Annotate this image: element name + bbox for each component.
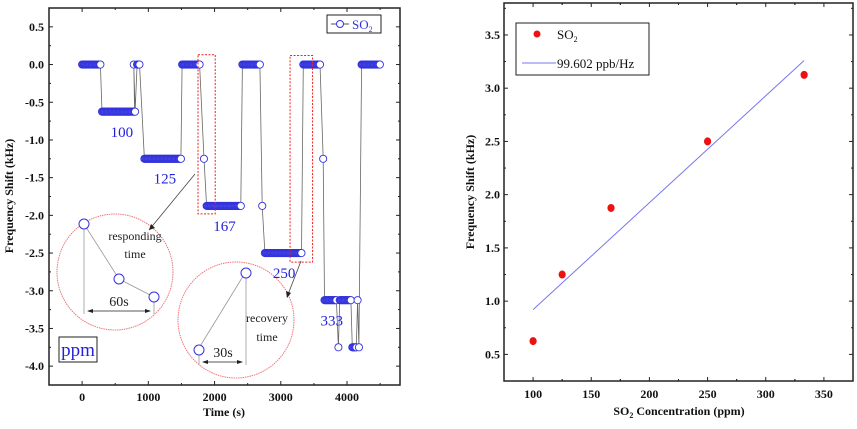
concentration-label: 250 [273,266,296,282]
right-legend-label-fit: 99.602 ppb/Hz [557,56,635,71]
data-point [199,154,209,163]
recovery-label-line2: time [256,330,277,344]
responding-label-line1: responding [108,229,161,243]
y-tick-label: 0.5 [29,20,44,34]
data-point [334,343,343,352]
x-tick-label: 350 [815,387,833,401]
left-legend-label: SO2 [352,17,373,34]
y-tick-label: 3.5 [485,28,500,42]
legend-marker-open-circle [336,20,344,28]
x-tick-label: 2000 [203,390,227,404]
right-y-axis-title: Frequency Shift (kHz) [463,135,477,249]
scatter-point [800,70,808,79]
right-axes-ticks: 100 150 200 250 300 350 0.5 1.0 1.5 2.0 2.5 3.0 3.5 [485,3,853,401]
recovery-interval-label: 30s [213,346,232,361]
y-tick-label: 2.5 [485,134,500,148]
recovery-label-line1: recovery [246,311,288,325]
data-point [176,154,185,163]
right-chart: 100 150 200 250 300 3500.51.01.52.02.53.03.5 … [463,2,854,420]
y-tick-label: -1.0 [25,133,44,147]
responding-label-line2: time [124,247,145,261]
responding-selection-box [197,54,216,215]
data-point [353,296,362,305]
x-tick-label: 4000 [335,390,359,404]
data-point [96,60,105,69]
y-tick-label: 3.0 [485,81,500,95]
y-tick-label: -3.5 [25,321,44,335]
data-point [236,201,245,210]
y-tick-label: 0.0 [29,58,44,72]
left-x-axis-title: Time (s) [203,405,245,419]
inset-data-point [78,218,90,230]
data-point [297,248,306,258]
time-series-layer: 100 125 167 250 333 [78,54,384,352]
inset-curve [198,272,246,349]
x-tick-label: 250 [699,387,717,401]
recovery-time-inset [177,261,295,379]
unit-label: ppm [61,340,95,361]
data-point [255,60,264,69]
scatter-point [607,203,615,212]
scatter-layer [529,60,808,346]
scatter-point [558,270,566,279]
insets-layer: responding time 60s recovery time 30s [56,173,302,379]
arrowhead [149,224,155,230]
concentration-label: 125 [154,172,177,188]
unit-box: ppm [58,336,98,363]
responding-interval-label: 60s [109,295,128,310]
scatter-point [529,337,537,346]
data-point [315,60,325,69]
fit-line [532,60,805,311]
data-point [375,60,384,69]
concentration-label: 333 [321,313,344,329]
data-point [354,343,363,352]
right-legend: SO2 99.602 ppb/Hz [515,22,650,76]
inset-pointer [148,173,196,231]
data-point [195,60,204,69]
x-tick-label: 300 [757,387,775,401]
data-point [346,296,355,305]
recovery-selection-box [289,55,314,263]
left-legend: SO2 [326,14,382,34]
inset-data-point [113,273,125,285]
inset-pointer [286,260,302,298]
data-point [258,201,267,210]
data-point [319,154,328,163]
y-tick-label: -4.0 [25,359,44,373]
inset-data-point [148,291,160,303]
scatter-point [703,137,712,146]
x-tick-label: 3000 [269,390,293,404]
data-point [135,60,144,69]
x-tick-label: 100 [524,387,542,401]
right-legend-label-points: SO2 [557,27,578,44]
y-tick-label: -2.5 [25,246,44,260]
y-tick-label: -1.5 [25,171,44,185]
x-tick-label: 1000 [136,390,160,404]
right-x-axis-title: SO2 Concentration (ppm) [613,404,744,420]
inset-data-point [240,267,252,279]
y-tick-label: -3.0 [25,284,44,298]
y-tick-label: -0.5 [25,95,44,109]
legend-marker-filled-circle [533,30,541,38]
x-tick-label: 150 [582,387,600,401]
y-tick-label: 2.0 [485,188,500,202]
left-y-axis-title: Frequency Shift (kHz) [2,139,16,253]
concentration-label: 167 [213,219,236,235]
inset-data-point [193,344,205,356]
y-tick-label: 1.0 [485,294,500,308]
left-axes-ticks: 0 1000 2000 3000 4000 0.5 0.0 -0.5 -1.0 -1.5 -2.0 -… [25,8,400,404]
arrowhead [286,291,291,298]
x-tick-label: 200 [640,387,658,401]
data-point [131,107,140,116]
concentration-label: 100 [111,125,134,141]
y-tick-label: 0.5 [485,347,500,361]
y-tick-label: 1.5 [485,241,500,255]
y-tick-label: -2.0 [25,208,44,222]
x-tick-label: 0 [79,390,85,404]
